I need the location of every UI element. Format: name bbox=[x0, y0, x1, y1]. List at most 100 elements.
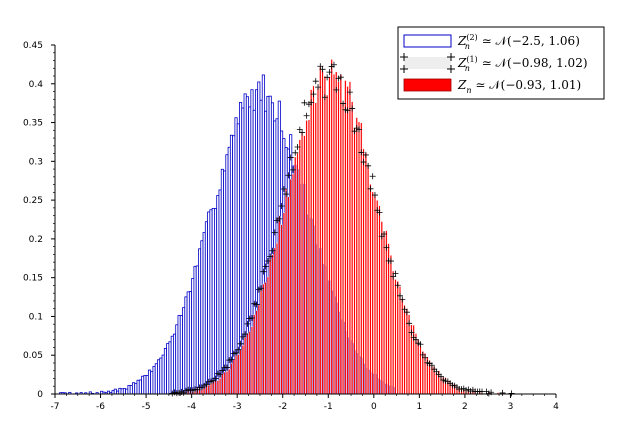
bar-z bbox=[360, 122, 363, 395]
bar-z bbox=[303, 135, 306, 395]
marker-z1 bbox=[394, 282, 401, 289]
bar-z bbox=[246, 332, 249, 395]
bar-z bbox=[330, 59, 333, 395]
y-tick-label: 0.45 bbox=[23, 41, 43, 51]
marker-z1 bbox=[312, 78, 319, 85]
bar-z bbox=[239, 349, 242, 395]
bar-z bbox=[282, 212, 285, 395]
legend-swatch-z2 bbox=[403, 34, 452, 48]
marker-z1 bbox=[324, 74, 331, 81]
bar-z bbox=[399, 286, 402, 395]
marker-z1 bbox=[233, 349, 240, 356]
marker-z1 bbox=[397, 292, 404, 299]
bar-z bbox=[214, 379, 217, 395]
bar-z bbox=[228, 369, 231, 395]
bar-z bbox=[367, 164, 370, 395]
bar-z bbox=[369, 184, 372, 395]
y-tick-label: 0 bbox=[37, 390, 43, 400]
bar-z bbox=[260, 289, 263, 395]
marker-z1 bbox=[299, 129, 306, 136]
x-tick-label: 0 bbox=[371, 402, 377, 412]
bar-z bbox=[312, 85, 315, 395]
bar-z bbox=[310, 89, 313, 395]
bar-z bbox=[319, 66, 322, 395]
marker-z1 bbox=[276, 215, 283, 222]
bar-z bbox=[339, 74, 342, 395]
bar-z bbox=[387, 243, 390, 395]
marker-z1 bbox=[264, 258, 271, 265]
bar-z bbox=[376, 200, 379, 395]
marker-z1 bbox=[283, 191, 290, 198]
bar-z bbox=[253, 314, 256, 395]
bar-z bbox=[344, 80, 347, 395]
bar-z bbox=[385, 230, 388, 395]
bar-z bbox=[328, 76, 331, 395]
bar-z bbox=[403, 305, 406, 395]
bar-z bbox=[348, 81, 351, 395]
x-tick-label: 3 bbox=[508, 402, 514, 412]
marker-z1 bbox=[376, 209, 383, 216]
marker-z1 bbox=[326, 69, 333, 76]
bar-z bbox=[248, 331, 251, 395]
bar-z bbox=[241, 345, 244, 395]
bar-z bbox=[373, 195, 376, 395]
marker-z1 bbox=[310, 91, 317, 98]
bar-z bbox=[244, 337, 247, 395]
bar-z bbox=[346, 86, 349, 395]
bar-z bbox=[278, 216, 281, 395]
axes: -7 -6 -5 -4 -3 -2 -1 0 1 2 3 4 0 0.05 0.1 0.15 0.2 0.25 0.… bbox=[23, 41, 559, 412]
bar-z bbox=[323, 76, 326, 395]
marker-z1 bbox=[269, 247, 276, 254]
marker-z1 bbox=[367, 185, 374, 192]
marker-z1 bbox=[362, 151, 369, 158]
x-tick-label: 1 bbox=[416, 402, 422, 412]
bar-z bbox=[250, 326, 253, 395]
marker-z1 bbox=[303, 112, 310, 119]
bar-z bbox=[353, 128, 356, 395]
marker-z1 bbox=[437, 373, 444, 380]
marker-z1 bbox=[365, 162, 372, 169]
legend-marker-z1 bbox=[400, 53, 408, 61]
legend-label-z: Zn ≃ 𝒩(−0.93, 1.01) bbox=[457, 78, 581, 95]
marker-z1 bbox=[381, 231, 388, 238]
marker-z1 bbox=[321, 94, 328, 101]
marker-z1 bbox=[253, 301, 260, 308]
bar-z bbox=[408, 314, 411, 395]
marker-z1 bbox=[422, 354, 429, 361]
marker-z1 bbox=[235, 346, 242, 353]
marker-z1 bbox=[223, 364, 230, 371]
legend-label-z2: Z(2) n ≃ 𝒩(−2.5, 1.06) bbox=[457, 33, 580, 51]
bar-z bbox=[291, 173, 294, 395]
bar-z bbox=[355, 117, 358, 395]
marker-z1 bbox=[499, 389, 506, 396]
legend-marker-z1 bbox=[447, 53, 455, 61]
bar-z bbox=[235, 354, 238, 395]
bar-z bbox=[216, 380, 219, 395]
marker-z1 bbox=[508, 390, 515, 397]
bar-z bbox=[255, 310, 258, 395]
bar-z bbox=[221, 373, 224, 395]
marker-z1 bbox=[392, 270, 399, 277]
marker-z1 bbox=[301, 99, 308, 106]
x-tick-label: -2 bbox=[278, 402, 287, 412]
bar-z bbox=[362, 148, 365, 395]
legend-marker-z1 bbox=[400, 65, 408, 73]
bar-z bbox=[417, 339, 420, 395]
bar-z bbox=[296, 153, 299, 395]
bar-z bbox=[332, 74, 335, 395]
marker-z1 bbox=[315, 84, 322, 91]
y-tick-label: 0.25 bbox=[23, 196, 43, 206]
marker-z1 bbox=[292, 149, 299, 156]
x-tick-label: -6 bbox=[96, 402, 105, 412]
bar-z bbox=[301, 132, 304, 395]
series-z-bars bbox=[178, 59, 513, 395]
y-tick-label: 0.3 bbox=[29, 157, 43, 167]
x-tick-label: -7 bbox=[51, 402, 60, 412]
marker-z1 bbox=[337, 74, 344, 81]
bar-z bbox=[307, 119, 310, 395]
marker-z1 bbox=[358, 149, 365, 156]
bar-z bbox=[405, 308, 408, 395]
bar-z bbox=[430, 365, 433, 395]
bar-z bbox=[326, 94, 329, 395]
marker-z1 bbox=[371, 192, 378, 199]
